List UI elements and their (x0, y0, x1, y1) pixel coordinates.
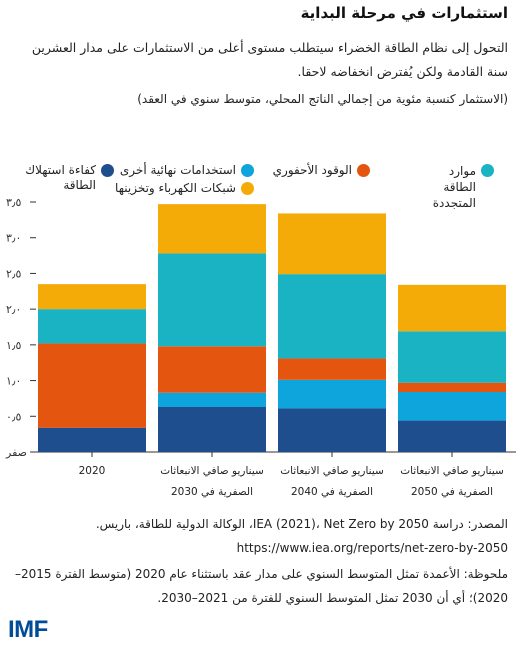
stacked-bar-chart: صفر ٠٫٥ ١٫٠ ١٫٥ ٢٫٠ ٢٫٥ ٣٫٠ ٣٫٥ (5, 196, 516, 459)
x-tick-label: 2020 (78, 465, 106, 477)
bar-segment-grids (38, 284, 146, 310)
legend: موارد الطاقة المتجددة الوقود الأحفوري اس… (8, 160, 508, 210)
bar-segment-fossil (158, 346, 266, 393)
bar-segment-renewables (38, 309, 146, 344)
chart-title: استثمارات في مرحلة البداية (300, 4, 508, 22)
footnote: ملحوظة: الأعمدة تمثل المتوسط السنوي على … (15, 567, 508, 605)
bar-segment-end_use (398, 392, 506, 421)
bar-segment-grids (278, 213, 386, 275)
y-tick-label: ٢٫٠ (6, 303, 21, 316)
legend-label-grids: شبكات الكهرباء وتخزينها (115, 181, 236, 195)
legend-label-fossil: الوقود الأحفوري (272, 163, 352, 177)
bar-segment-end_use (158, 392, 266, 407)
bar-segment-efficiency (158, 407, 266, 452)
bar-segment-efficiency (278, 408, 386, 452)
unit-note: (الاستثمار كنسبة مئوية من إجمالي الناتج … (137, 92, 508, 106)
bar-segment-grids (398, 284, 506, 332)
y-tick-label: ١٫٥ (6, 339, 21, 352)
legend-swatch-end-use (241, 164, 254, 177)
bar-segment-fossil (278, 358, 386, 380)
y-tick-label: ٢٫٥ (6, 267, 21, 280)
legend-swatch-efficiency (101, 164, 114, 177)
legend-label-renewables: موارد الطاقة المتجددة (432, 164, 476, 210)
y-tick-label: صفر (5, 446, 27, 459)
y-tick-label: ٣٫٥ (6, 196, 21, 209)
x-tick-label: سيناريو صافي الانبعاثات الصفرية في 2040 (280, 465, 384, 498)
imf-logo: IMF (8, 616, 48, 643)
legend-swatch-fossil (357, 164, 370, 177)
bar-segment-renewables (158, 253, 266, 347)
x-tick-label: سيناريو صافي الانبعاثات الصفرية في 2030 (160, 465, 264, 498)
bar-segment-renewables (278, 274, 386, 359)
legend-swatch-renewables (481, 164, 494, 177)
bar-segment-grids (158, 204, 266, 254)
legend-swatch-grids (241, 182, 254, 195)
bar-segment-end_use (278, 379, 386, 409)
y-tick-label: ٣٫٠ (6, 232, 21, 245)
legend-label-end-use: استخدامات نهائية أخرى (119, 163, 236, 177)
x-tick-label: سيناريو صافي الانبعاثات الصفرية في 2050 (400, 465, 504, 498)
bar-segment-renewables (398, 331, 506, 383)
y-tick-label: ١٫٠ (6, 375, 21, 388)
bar-segment-fossil (398, 382, 506, 392)
legend-label-efficiency: كفاءة استهلاك الطاقة (25, 163, 96, 192)
bar-segment-fossil (38, 343, 146, 428)
source-note: المصدر: دراسة IEA (2021)، Net Zero by 20… (95, 517, 508, 555)
bar-segment-efficiency (38, 427, 146, 452)
bar-segment-efficiency (398, 420, 506, 452)
chart-subtitle: التحول إلى نظام الطاقة الخضراء سيتطلب مس… (31, 40, 508, 79)
y-tick-label: ٠٫٥ (6, 410, 21, 423)
